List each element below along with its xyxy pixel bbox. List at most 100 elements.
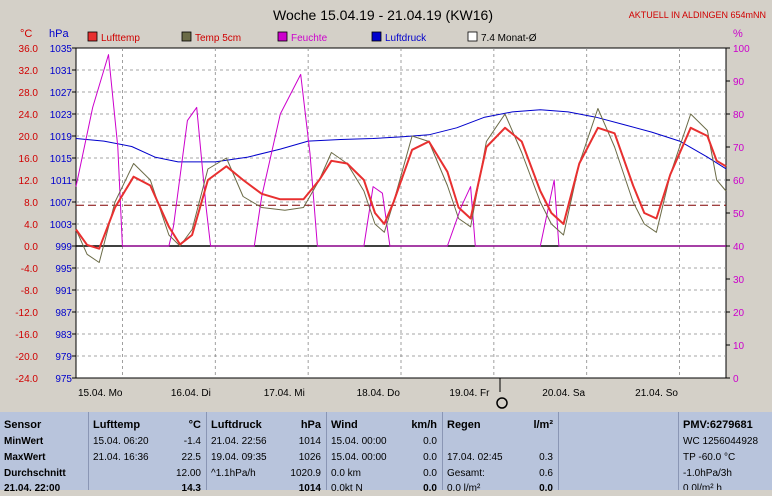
humidity-tick-label: 90 [733, 77, 745, 88]
luftdruck-row-value: 1014 [298, 436, 321, 447]
luftdruck-row-label: ^1.1hPa/h [211, 468, 256, 479]
wind-row-value: 0.0 [423, 452, 437, 463]
lufttemp-row-value: 14.3 [181, 483, 201, 494]
pressure-tick-label: 979 [55, 352, 72, 363]
luftdruck-row: 19.04. 09:35 1026 [211, 450, 321, 465]
wind-unit: km/h [411, 419, 437, 431]
regen-header: Regen l/m² [447, 418, 553, 433]
wind-row-label: 15.04. 00:00 [331, 452, 387, 463]
legend-swatch [181, 31, 192, 42]
humidity-tick-label: 70 [733, 143, 745, 154]
wind-row-label: 0.0kt N [331, 483, 363, 494]
pmv-header: PMV:6279681 [683, 419, 753, 431]
lufttemp-row: 14.3 [93, 481, 201, 496]
pressure-tick-label: 1035 [50, 44, 73, 55]
scroll-marker[interactable] [496, 378, 508, 409]
temp-tick-label: 24.0 [19, 110, 39, 121]
pressure-tick-label: 995 [55, 264, 72, 275]
wind-row-label: 0.0 km [331, 468, 362, 479]
pressure-tick-label: 987 [55, 308, 72, 319]
wind-row-label: 15.04. 00:00 [331, 436, 387, 447]
luftdruck-row-value: 1014 [298, 483, 321, 494]
navigate-knob-icon[interactable] [496, 397, 508, 409]
humidity-tick-label: 40 [733, 242, 745, 253]
temp-tick-label: -24.0 [15, 374, 38, 385]
pressure-tick-label: 999 [55, 242, 72, 253]
regen-unit: l/m² [533, 419, 553, 431]
temp-tick-label: 4.0 [24, 220, 38, 231]
luftdruck-row: 21.04. 22:56 1014 [211, 434, 321, 449]
durchschnitt-label: Durchschnitt [4, 468, 66, 479]
stats-panel: Sensor MinWert MaxWert Durchschnitt 21.0… [0, 412, 772, 494]
temp-axis-unit: °C [20, 28, 32, 40]
day-label: 18.04. Do [357, 388, 401, 399]
regen-row: 17.04. 02:45 0.3 [447, 450, 553, 465]
temp-tick-label: 36.0 [19, 44, 39, 55]
lufttemp-row-label: 15.04. 06:20 [93, 436, 149, 447]
pmv-row-4: 0.0l/m² h [683, 483, 722, 490]
lufttemp-column: Lufttemp °C 15.04. 06:20 -1.4 21.04. 16:36 22… [88, 412, 205, 494]
empty-column [558, 412, 677, 490]
regen-row: Gesamt: 0.6 [447, 466, 553, 481]
pmv-row-1: WC 1256044928 [683, 436, 759, 447]
wind-row-value: 0.0 [423, 468, 437, 479]
pmv-column: PMV:6279681 WC 1256044928 TP -60.0 °C -1… [678, 412, 772, 490]
pmv-row-3: -1.0hPa/3h [683, 468, 732, 479]
wind-title: Wind [331, 419, 358, 431]
wind-row: 15.04. 00:00 0.0 [331, 450, 437, 465]
humidity-tick-label: 80 [733, 110, 745, 121]
sensor-header: Sensor [4, 419, 42, 431]
wind-header: Wind km/h [331, 418, 437, 433]
luftdruck-row-value: 1026 [298, 452, 321, 463]
wind-row: 0.0 km 0.0 [331, 466, 437, 481]
pressure-tick-label: 1019 [50, 132, 73, 143]
wind-row: 15.04. 00:00 0.0 [331, 434, 437, 449]
luftdruck-unit: hPa [300, 419, 321, 431]
luftdruck-row: 1014 [211, 481, 321, 496]
wind-row: 0.0kt N 0.0 [331, 481, 437, 496]
luftdruck-header: Luftdruck hPa [211, 418, 321, 433]
temp-tick-label: 0.0 [24, 242, 38, 253]
lufttemp-row-value: 12.00 [175, 468, 201, 479]
legend-swatch [371, 31, 382, 42]
lufttemp-title: Lufttemp [93, 419, 141, 431]
weather-chart: Woche 15.04.19 - 21.04.19 (KW16) AKTUELL… [15, 7, 766, 409]
minwert-label: MinWert [4, 436, 44, 447]
pressure-tick-label: 1015 [50, 154, 73, 165]
day-label: 15.04. Mo [78, 388, 123, 399]
legend-swatch [87, 31, 98, 42]
maxwert-label: MaxWert [4, 452, 46, 463]
sensor-column: Sensor MinWert MaxWert Durchschnitt 21.0… [0, 412, 86, 494]
regen-row-value: 0.0 [539, 483, 553, 494]
regen-row: 0.0 l/m² 0.0 [447, 481, 553, 496]
luftdruck-row: ^1.1hPa/h 1020.9 [211, 466, 321, 481]
chart-legend: Lufttemp Temp 5cm Feuchte Luftdruck 7.4 Mona… [87, 31, 537, 44]
temp-tick-label: -12.0 [15, 308, 38, 319]
pressure-tick-label: 991 [55, 286, 72, 297]
luftdruck-line [75, 109, 727, 170]
day-label: 17.04. Mi [264, 388, 305, 399]
pressure-tick-label: 1023 [50, 110, 73, 121]
pressure-tick-label: 1003 [50, 220, 73, 231]
current-time-label: 21.04. 22:00 [4, 483, 61, 494]
day-label: 21.04. So [635, 388, 678, 399]
pressure-tick-label: 1011 [50, 176, 72, 187]
lufttemp-row-value: 22.5 [181, 452, 201, 463]
legend-label: Luftdruck [385, 33, 427, 44]
temp-tick-label: -20.0 [15, 352, 38, 363]
day-label: 19.04. Fr [449, 388, 490, 399]
legend-swatch [277, 31, 288, 42]
regen-row-label: 17.04. 02:45 [447, 452, 503, 463]
regen-row-value: 0.3 [539, 452, 553, 463]
lufttemp-line [75, 126, 727, 250]
location-label: AKTUELL IN ALDINGEN 654mNN [629, 10, 766, 20]
temp-tick-label: -4.0 [21, 264, 39, 275]
humidity-tick-label: 0 [733, 374, 739, 385]
temp-tick-label: 8.0 [24, 198, 38, 209]
feuchte-line [75, 54, 726, 247]
luftdruck-row-value: 1020.9 [290, 468, 321, 479]
pressure-tick-label: 975 [55, 374, 72, 385]
legend-label: Lufttemp [101, 33, 140, 44]
regen-row-value: 0.6 [539, 468, 553, 479]
temp-tick-label: 12.0 [19, 176, 39, 187]
